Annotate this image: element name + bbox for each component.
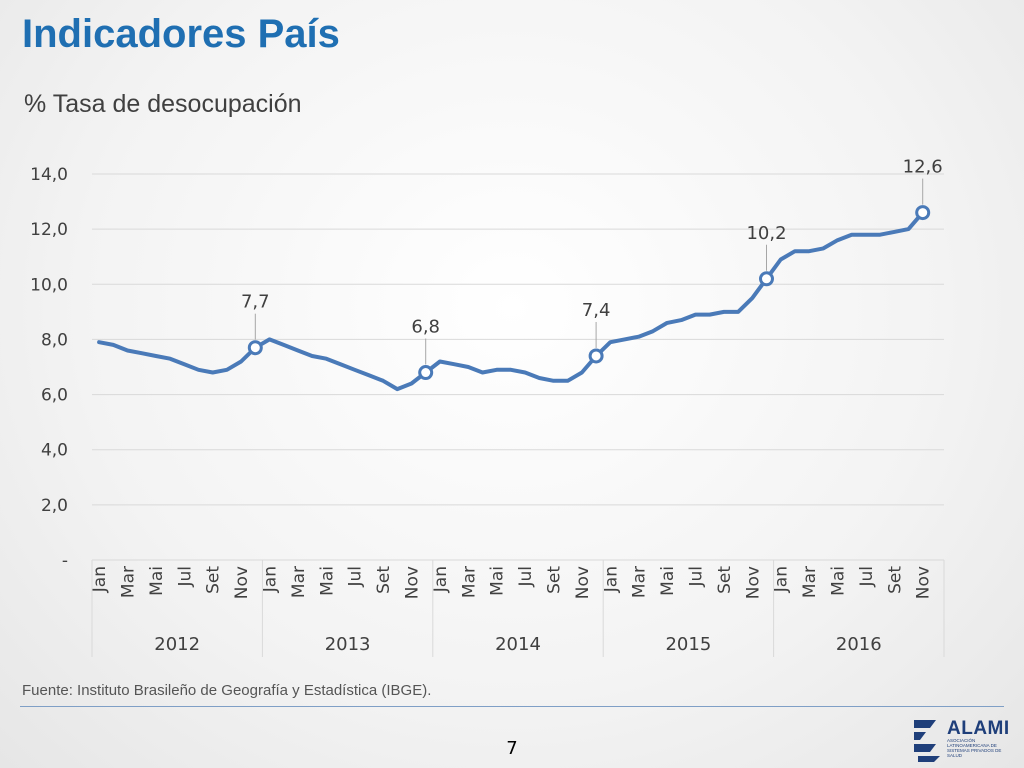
x-tick-label: Set (204, 566, 224, 594)
data-label: 12,6 (903, 157, 943, 178)
x-tick-label: Mai (658, 566, 678, 596)
x-tick-label: Mai (317, 566, 337, 596)
x-tick-label: Nov (914, 566, 934, 599)
y-tick-label: 14,0 (30, 165, 68, 185)
logo-tagline: ASOCIACIÓN LATINOAMERICANA DE SISTEMAS P… (947, 738, 1002, 758)
data-point-marker (247, 340, 263, 356)
data-point-marker (759, 271, 774, 287)
y-tick-label: 6,0 (41, 386, 68, 406)
logo-name: ALAMI (947, 718, 1010, 739)
x-tick-label: Jan (261, 566, 281, 593)
x-tick-label: Mar (119, 566, 139, 598)
x-tick-label: Mai (829, 566, 849, 596)
x-tick-label: Jul (687, 566, 707, 588)
x-tick-label: Mai (147, 566, 167, 596)
y-tick-label: 12,0 (30, 220, 68, 240)
unemployment-line-chart: - 2,0 4,0 6,0 8,0 10,0 12,0 14,0 Jan Mar Mai Jul Set… (30, 157, 945, 657)
y-tick-label: 8,0 (41, 330, 68, 350)
year-label: 2014 (495, 634, 541, 655)
source-note: Fuente: Instituto Brasileño de Geografía… (22, 682, 432, 699)
x-tick-label: Nov (232, 566, 252, 599)
x-tick-label: Jan (431, 566, 451, 593)
x-tick-label: Jul (516, 566, 536, 588)
x-tick-label: Jan (601, 566, 621, 593)
x-tick-label: Set (885, 566, 905, 594)
x-tick-label: Jul (857, 566, 877, 588)
x-tick-label: Jan (772, 566, 792, 593)
x-tick-label: Mar (289, 566, 309, 598)
y-tick-label: 4,0 (41, 441, 68, 461)
y-tick-label: 10,0 (30, 275, 68, 295)
y-tick-label: 2,0 (41, 496, 68, 516)
x-tick-label: Jul (346, 566, 366, 588)
x-tick-label: Mar (800, 566, 820, 598)
x-tick-label: Mar (459, 566, 479, 598)
x-tick-label: Mar (630, 566, 650, 598)
x-tick-label: Set (715, 566, 735, 594)
year-label: 2015 (665, 634, 711, 655)
x-tick-label: Nov (743, 566, 763, 599)
data-label: 10,2 (746, 223, 786, 244)
x-tick-label: Mai (488, 566, 508, 596)
year-label: 2016 (836, 634, 882, 655)
alami-logo-icon (914, 720, 940, 762)
page-title: Indicadores País (22, 12, 340, 56)
series-line (97, 210, 925, 392)
chart-subtitle: % Tasa de desocupación (24, 90, 302, 118)
data-label: 7,4 (582, 300, 611, 321)
x-tick-label: Set (545, 566, 565, 594)
year-label: 2013 (325, 634, 371, 655)
data-point-marker (915, 205, 931, 221)
data-label: 7,7 (241, 292, 270, 313)
footer-divider (20, 706, 1004, 707)
y-tick-label: - (62, 551, 68, 571)
data-point-marker (418, 365, 434, 381)
data-point-marker (588, 348, 604, 364)
data-label: 6,8 (411, 317, 440, 338)
x-tick-label: Nov (403, 566, 423, 599)
page-number: 7 (506, 738, 518, 759)
x-tick-label: Jan (90, 566, 110, 593)
x-tick-label: Jul (175, 566, 195, 588)
x-tick-label: Set (374, 566, 394, 594)
year-label: 2012 (154, 634, 200, 655)
x-tick-label: Nov (573, 566, 593, 599)
